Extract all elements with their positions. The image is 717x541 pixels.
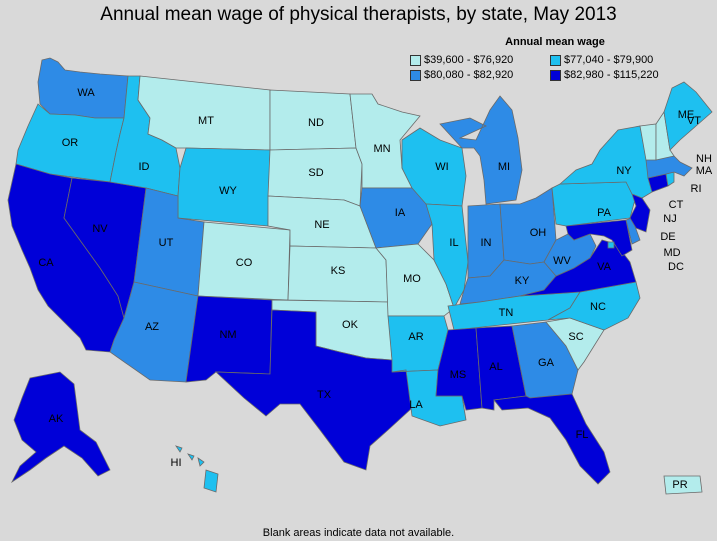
state-label-HI: HI: [171, 457, 182, 469]
state-label-GA: GA: [538, 357, 555, 369]
state-label-ME: ME: [678, 109, 695, 121]
state-label-NV: NV: [92, 223, 108, 235]
state-NC: [547, 281, 641, 331]
state-label-RI: RI: [691, 183, 702, 195]
state-label-MT: MT: [198, 115, 214, 127]
state-label-ND: ND: [308, 117, 324, 129]
state-label-NE: NE: [314, 219, 329, 231]
state-label-MI: MI: [498, 161, 510, 173]
legend-label: $39,600 - $76,920: [424, 54, 514, 66]
state-label-KS: KS: [331, 265, 346, 277]
state-label-CT: CT: [669, 199, 684, 211]
state-label-NJ: NJ: [663, 213, 676, 225]
state-label-AR: AR: [408, 331, 423, 343]
legend-item: $77,040 - $79,900: [550, 54, 700, 66]
state-AR: [387, 315, 449, 373]
map-title: Annual mean wage of physical therapists,…: [100, 4, 617, 25]
state-label-OK: OK: [342, 319, 359, 331]
state-label-CO: CO: [236, 257, 253, 269]
state-labels: WA OR CA NV ID MT WY UT AZ CO NM ND SD NE KS OK TX MN IA MO…: [38, 87, 713, 491]
state-label-MO: MO: [403, 273, 421, 285]
state-label-UT: UT: [159, 237, 174, 249]
state-label-NC: NC: [590, 301, 606, 313]
state-label-NY: NY: [616, 165, 632, 177]
state-label-MD: MD: [663, 247, 680, 259]
state-label-VA: VA: [597, 261, 612, 273]
state-label-KY: KY: [515, 275, 530, 287]
state-label-ID: ID: [139, 161, 150, 173]
state-NJ: [629, 193, 651, 233]
legend-label: $80,080 - $82,920: [424, 69, 514, 81]
legend: Annual mean wage $39,600 - $76,920 $77,0…: [410, 36, 700, 81]
state-label-AZ: AZ: [145, 321, 159, 333]
state-MN: [349, 93, 421, 189]
state-label-DC: DC: [668, 261, 684, 273]
state-label-WV: WV: [553, 255, 571, 267]
state-label-WY: WY: [219, 185, 237, 197]
state-label-AK: AK: [49, 413, 64, 425]
state-label-FL: FL: [576, 429, 589, 441]
state-label-OR: OR: [62, 137, 79, 149]
state-ME: [663, 81, 713, 151]
state-label-MN: MN: [373, 143, 390, 155]
state-HI: [175, 445, 219, 493]
state-label-IL: IL: [449, 237, 458, 249]
footnote: Blank areas indicate data not available.: [262, 527, 455, 539]
legend-swatch: [410, 54, 421, 66]
legend-label: $82,980 - $115,220: [564, 69, 659, 81]
state-PR: [663, 475, 703, 495]
legend-item: $80,080 - $82,920: [410, 69, 550, 81]
state-WV: [543, 233, 597, 277]
state-PA: [551, 181, 637, 227]
state-label-MS: MS: [450, 369, 467, 381]
legend-item: $82,980 - $115,220: [550, 69, 700, 81]
state-AK: [10, 371, 111, 484]
state-label-LA: LA: [409, 399, 423, 411]
state-label-PR: PR: [672, 479, 687, 491]
state-label-NM: NM: [219, 329, 236, 341]
state-label-IA: IA: [395, 207, 406, 219]
state-label-AL: AL: [489, 361, 502, 373]
state-label-PA: PA: [597, 207, 612, 219]
state-WI: [401, 127, 467, 207]
state-label-VT: VT: [687, 115, 701, 127]
state-label-WA: WA: [77, 87, 95, 99]
legend-label: $77,040 - $79,900: [564, 54, 654, 66]
state-label-MA: MA: [696, 165, 713, 177]
state-label-IN: IN: [481, 237, 492, 249]
state-TX: [214, 309, 413, 471]
state-label-TX: TX: [317, 389, 332, 401]
legend-swatch: [550, 69, 561, 81]
legend-item: $39,600 - $76,920: [410, 54, 550, 66]
state-MI: [439, 95, 523, 205]
state-label-SD: SD: [308, 167, 323, 179]
state-label-DE: DE: [660, 231, 675, 243]
state-FL: [493, 393, 611, 485]
state-label-NH: NH: [696, 153, 712, 165]
state-label-WI: WI: [435, 161, 448, 173]
state-label-TN: TN: [499, 307, 514, 319]
legend-title: Annual mean wage: [505, 36, 605, 48]
legend-swatch: [550, 54, 561, 66]
state-label-SC: SC: [568, 331, 583, 343]
state-label-CA: CA: [38, 257, 54, 269]
state-DC: [607, 241, 615, 249]
state-MD: [565, 219, 633, 257]
state-MA: [645, 155, 693, 179]
legend-swatch: [410, 69, 421, 81]
state-label-OH: OH: [530, 227, 547, 239]
